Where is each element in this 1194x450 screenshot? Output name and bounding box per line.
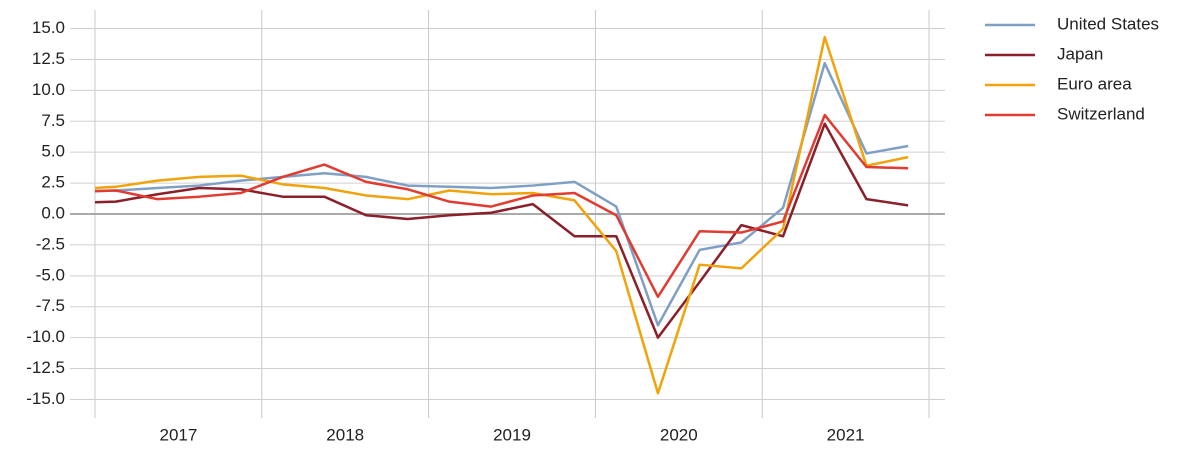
y-tick-label: 7.5: [41, 111, 65, 130]
x-tick-label: 2021: [827, 425, 865, 444]
series-line: [95, 113, 909, 299]
y-tick-label: 2.5: [41, 173, 65, 192]
series-line: [95, 122, 909, 339]
y-tick-label: -5.0: [36, 265, 65, 284]
y-tick-label: 5.0: [41, 142, 65, 161]
x-tick-label: 2020: [660, 425, 698, 444]
x-tick-label: 2017: [159, 425, 197, 444]
y-tick-label: -7.5: [36, 296, 65, 315]
y-tick-label: -15.0: [26, 389, 65, 408]
y-tick-label: -2.5: [36, 234, 65, 253]
y-tick-label: -10.0: [26, 327, 65, 346]
y-tick-label: 15.0: [32, 18, 65, 37]
series-line: [95, 61, 909, 327]
legend-label: Euro area: [1057, 74, 1132, 93]
x-tick-label: 2019: [493, 425, 531, 444]
plot-area: [95, 35, 909, 395]
y-tick-label: -12.5: [26, 358, 65, 377]
y-tick-label: 0.0: [41, 203, 65, 222]
x-tick-label: 2018: [326, 425, 364, 444]
legend-label: Switzerland: [1057, 104, 1145, 123]
y-tick-label: 12.5: [32, 49, 65, 68]
legend-label: United States: [1057, 14, 1159, 33]
series-line: [95, 35, 909, 395]
y-tick-label: 10.0: [32, 80, 65, 99]
legend-label: Japan: [1057, 44, 1103, 63]
